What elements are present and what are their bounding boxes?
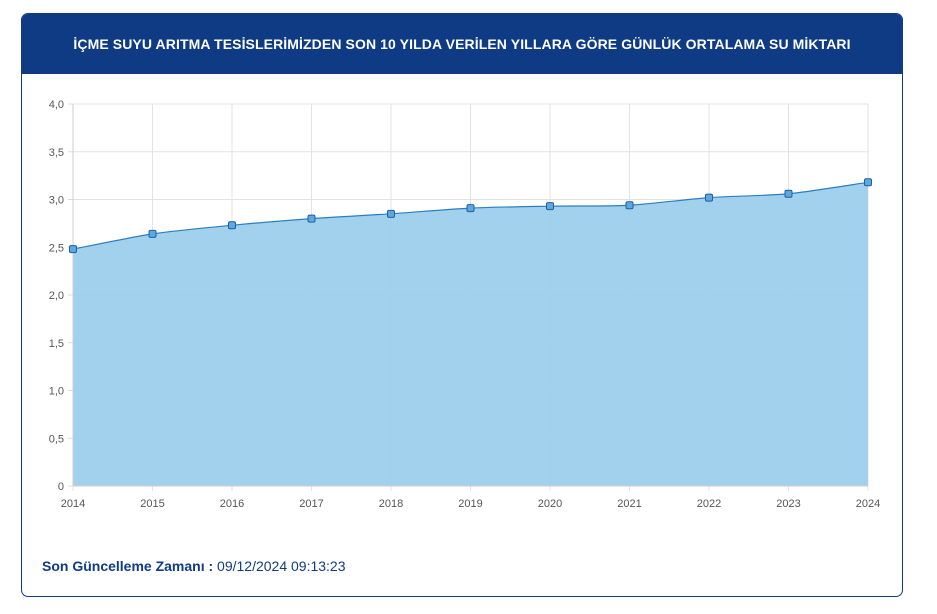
last-update-value: 09/12/2024 09:13:23 [217,558,346,574]
data-point [864,178,872,187]
data-point [466,204,475,213]
y-tick-label: 2,5 [49,242,64,254]
data-point [387,209,395,218]
y-tick-label: 3,0 [49,195,64,207]
chart-card: İÇME SUYU ARITMA TESİSLERİMİZDEN SON 10 … [21,13,903,597]
last-update-label: Son Güncelleme Zamanı : [42,558,214,574]
chart-area: 0 0,5 1,0 1,5 2,0 2,5 3,0 3,5 4,0 2014 2015 2016 201… [22,74,902,534]
x-tick-label: 2024 [856,498,880,510]
series-area [73,182,868,486]
x-tick-label: 2021 [617,498,641,510]
data-point [307,214,316,223]
data-point [784,189,793,198]
y-tick-label: 0 [58,481,64,493]
x-tick-label: 2023 [776,498,800,510]
x-tick-label: 2019 [458,498,482,510]
y-tick-label: 1,5 [49,338,64,350]
area-chart: 0 0,5 1,0 1,5 2,0 2,5 3,0 3,5 4,0 2014 2015 2016 201… [49,99,881,510]
last-update: Son Güncelleme Zamanı : 09/12/2024 09:13… [42,558,346,574]
y-tick-label: 2,0 [49,290,64,302]
x-tick-label: 2018 [379,498,403,510]
y-tick-label: 4,0 [49,99,64,111]
x-tick-label: 2015 [140,498,164,510]
data-point [705,193,713,202]
y-tick-label: 3,5 [49,147,64,159]
y-tick-label: 1,0 [49,386,64,398]
y-tick-label: 0,5 [49,433,64,445]
chart-title: İÇME SUYU ARITMA TESİSLERİMİZDEN SON 10 … [22,14,902,74]
x-tick-label: 2017 [299,498,323,510]
data-point [546,202,554,211]
data-point [228,221,236,230]
data-point [148,229,157,238]
x-tick-label: 2014 [61,498,85,510]
data-point [625,201,634,210]
x-tick-label: 2020 [538,498,562,510]
data-point [69,245,77,254]
x-tick-label: 2022 [697,498,721,510]
x-tick-label: 2016 [220,498,244,510]
